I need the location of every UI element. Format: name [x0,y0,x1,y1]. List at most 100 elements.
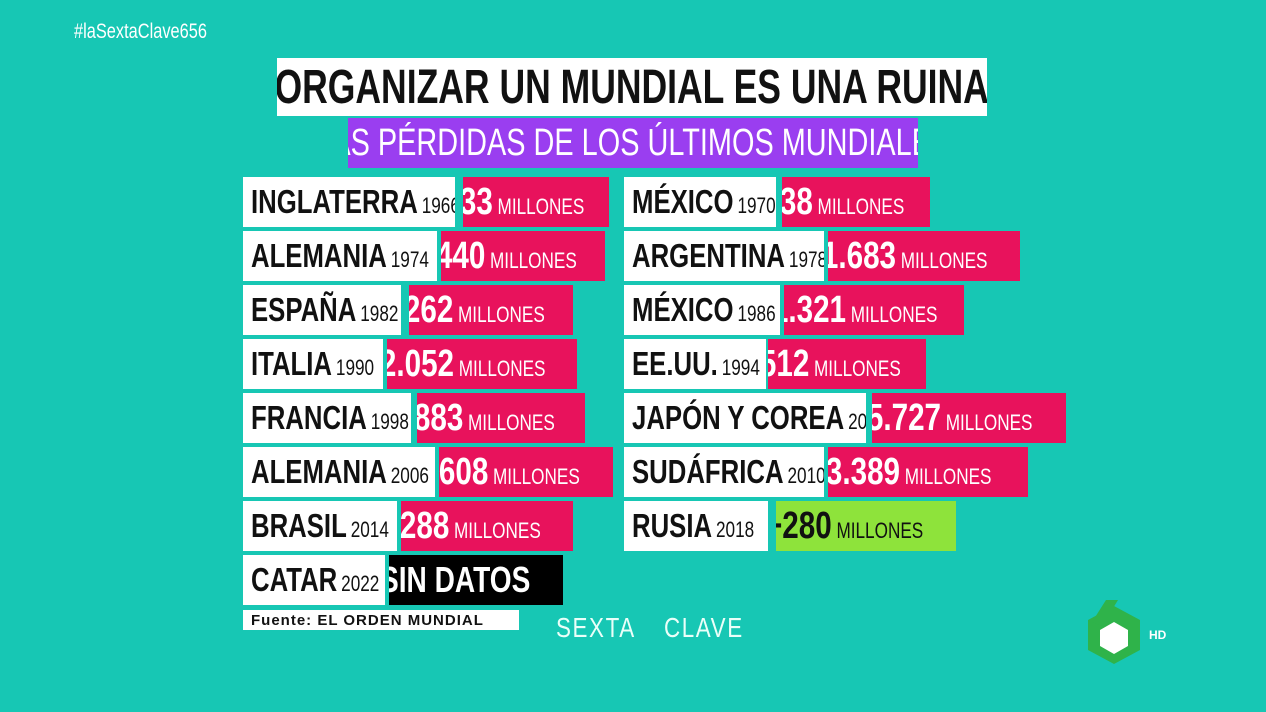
value-unit: MILLONES [817,193,905,219]
value-unit: MILLONES [468,409,556,435]
year: 2002 [848,409,866,434]
year: 1970 [737,193,776,218]
country-name: ALEMANIA [251,237,387,274]
country-name: RUSIA [632,507,713,544]
row-label: MÉXICO 1986 [624,285,780,335]
row-label: ALEMANIA 1974 [243,231,437,281]
country-name: ALEMANIA [251,453,387,490]
page-title: ORGANIZAR UN MUNDIAL ES UNA RUINA [277,60,987,114]
value-unit: MILLONES [850,301,938,327]
row-label: CATAR 2022 [243,555,385,605]
value-number: -1.683 [828,234,896,277]
row-label: ESPAÑA 1982 [243,285,401,335]
country-name: MÉXICO [632,291,734,328]
row-label: JAPÓN Y COREA2002 [624,393,866,443]
year: 1982 [360,301,399,326]
row-label: ARGENTINA 1978 [624,231,824,281]
row-label: RUSIA 2018 [624,501,768,551]
year: 2010 [787,463,824,488]
year: 2018 [715,517,755,542]
value-unit: MILLONES [814,355,902,381]
value-number: -5.727 [872,396,941,439]
row-label: EE.UU. 1994 [624,339,766,389]
value-number: -2.052 [387,342,454,385]
country-name: FRANCIA [251,399,367,436]
row-label: SUDÁFRICA 2010 [624,447,824,497]
country-name: BRASIL [251,507,347,544]
country-name: ESPAÑA [251,291,357,328]
logo-word-sexta: SEXTA [555,612,636,643]
country-name: EE.UU. [632,345,718,382]
value-unit: MILLONES [836,517,923,543]
value-number: -1.321 [784,288,846,331]
hd-badge: HD [1149,628,1167,642]
year: 1974 [390,247,429,272]
value-number: +280 [776,504,832,547]
value-number: -38 [782,180,813,223]
year: 1978 [788,247,824,272]
value-number: -288 [401,504,450,547]
value-number: SIN DATOS [389,559,530,600]
row-label: MÉXICO 1970 [624,177,776,227]
country-name: SUDÁFRICA [632,453,784,490]
row-catar-2022: CATAR 2022 SIN DATOS [243,555,563,605]
value-unit: MILLONES [497,193,585,219]
row-label: BRASIL 2014 [243,501,397,551]
year: 2014 [350,517,389,542]
year: 1986 [737,301,776,326]
country-name: ARGENTINA [632,237,786,274]
source-caption: Fuente: EL ORDEN MUNDIAL [243,610,519,630]
logo-word-clave: CLAVE [663,612,744,643]
country-name: MÉXICO [632,183,734,220]
country-name: JAPÓN Y COREA [632,399,845,436]
value-unit: MILLONES [458,355,546,381]
row-label: ITALIA 1990 [243,339,383,389]
value-unit: MILLONES [454,517,542,543]
country-name: CATAR [251,561,338,598]
hashtag: #laSextaClave656 [74,20,207,43]
value-unit: MILLONES [900,247,988,273]
year: 2006 [390,463,429,488]
sexta-clave-logo: SEXTA CLAVE [546,600,742,656]
lasexta-channel-icon [1088,600,1140,664]
year: 2022 [341,571,380,596]
value-number: -883 [417,396,464,439]
value-unit: MILLONES [458,301,546,327]
title-banner: ORGANIZAR UN MUNDIAL ES UNA RUINA [277,58,987,116]
year: 1966 [421,193,455,218]
value-number: -33 [463,180,493,223]
value-unit: MILLONES [493,463,581,489]
no-data-badge: SIN DATOS [389,555,563,605]
row-label: ALEMANIA 2006 [243,447,435,497]
value-unit: MILLONES [490,247,578,273]
value-number: -262 [409,288,454,331]
value-number: -608 [439,450,489,493]
country-name: ITALIA [251,345,333,382]
row-label: INGLATERRA1966 [243,177,455,227]
year: 1994 [721,355,760,380]
